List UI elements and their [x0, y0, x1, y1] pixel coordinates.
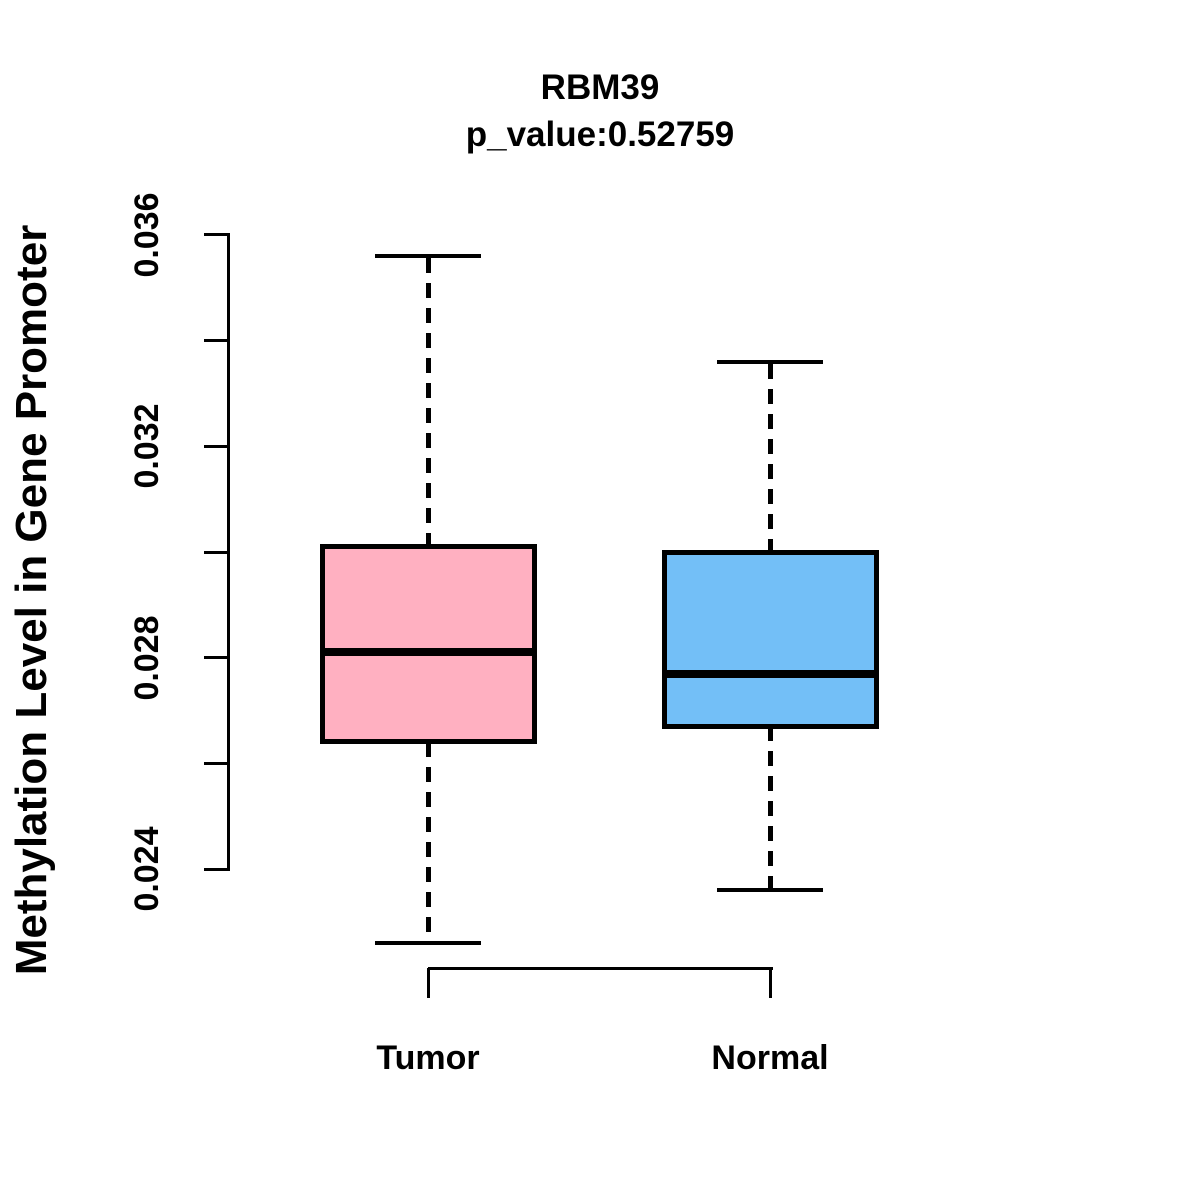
box-rect [662, 550, 879, 729]
x-axis-label: Normal [711, 1039, 829, 1077]
box-lower-whisker-line [426, 742, 431, 941]
x-axis-line [428, 967, 773, 970]
box-upper-whisker-line [426, 258, 431, 547]
box-median-line [325, 648, 532, 656]
box-rect [320, 544, 537, 744]
y-axis-tick [204, 868, 230, 871]
box-median-line [667, 670, 874, 678]
box-upper-whisker-cap [717, 360, 823, 364]
y-axis-tick-label: 0.036 [128, 192, 166, 278]
box-upper-whisker-line [768, 364, 773, 552]
y-axis-tick-label: 0.028 [128, 615, 166, 701]
box-lower-whisker-line [768, 726, 773, 888]
y-axis-tick-label: 0.032 [128, 403, 166, 489]
box-lower-whisker-cap [375, 941, 481, 945]
x-axis-end-tick [427, 968, 430, 998]
x-axis-label: Tumor [376, 1039, 480, 1077]
x-axis-end-tick [769, 968, 772, 998]
y-axis-tick [204, 339, 230, 342]
box-upper-whisker-cap [375, 254, 481, 258]
y-axis-tick [204, 233, 230, 236]
chart-subtitle: p_value:0.52759 [465, 115, 735, 154]
y-axis-tick [204, 656, 230, 659]
y-axis-tick [204, 445, 230, 448]
y-axis-tick [204, 551, 230, 554]
y-axis-tick [204, 762, 230, 765]
chart-title: RBM39 [540, 68, 660, 107]
box-lower-whisker-cap [717, 888, 823, 892]
y-axis-tick-label: 0.024 [128, 826, 166, 912]
